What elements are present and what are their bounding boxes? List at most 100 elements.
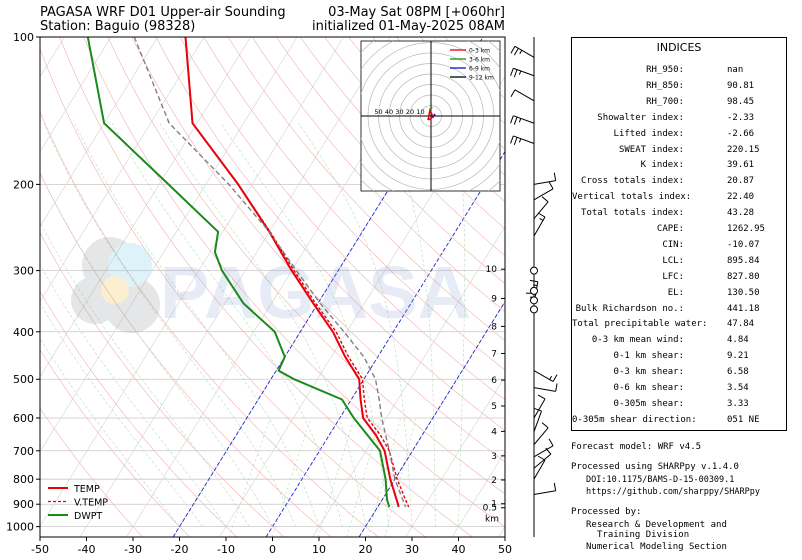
barb-flag [552, 374, 558, 382]
github-link[interactable]: https://github.com/sharppy/SHARPpy [586, 487, 760, 497]
barb-shaft [514, 45, 535, 58]
isotherm-highlight [358, 300, 505, 537]
barb-shaft [533, 410, 542, 432]
barb-flag [529, 279, 538, 283]
p-tick-label: 600 [13, 412, 34, 425]
barb-flag [513, 47, 519, 56]
watermark: PAGASA [71, 237, 471, 334]
isotherm [40, 37, 205, 303]
index-label: 0-305m shear: [613, 398, 684, 409]
mixing-ratio-line [318, 417, 355, 537]
index-value: 1262.95 [727, 224, 765, 234]
km-tick-label: 6 [491, 376, 497, 386]
dry-adiabat [107, 37, 505, 495]
x-tick-label: -10 [217, 543, 235, 556]
index-value: 43.28 [727, 208, 755, 219]
index-value: 39.61 [727, 160, 755, 171]
isotherm [40, 37, 298, 453]
km-tick-label: 8 [491, 322, 497, 332]
x-tick-label: -40 [78, 543, 96, 556]
index-value: -10.07 [727, 239, 760, 250]
org-line1: Research & Development and [586, 520, 727, 530]
p-tick-label: 900 [13, 498, 34, 511]
isotherm [40, 37, 251, 378]
barb-flag [510, 46, 516, 54]
calm-wind-circle [530, 305, 538, 314]
barb-flag [545, 447, 552, 455]
barb-flag [533, 407, 542, 412]
mixing-ratio-line [271, 417, 311, 537]
index-value: 441.18 [727, 303, 760, 314]
init-time-line: initialized 01-May-2025 08AM [311, 19, 505, 34]
km-tick-label: 4 [491, 427, 497, 437]
isotherm [0, 37, 18, 537]
barb-halfflag [549, 375, 553, 380]
dry-adiabat [179, 37, 505, 401]
sounding-title: PAGASA WRF D01 Upper-air Sounding Statio… [40, 6, 286, 34]
barb-halfflag [518, 118, 522, 123]
km-tick-label: 0.5 [483, 504, 497, 514]
index-value: nan [727, 65, 744, 75]
km-tick-label: 10 [486, 265, 498, 275]
series-layer [86, 37, 410, 508]
dry-adiabat [203, 37, 505, 371]
valid-time: 03-May Sat 08PM [+060hr] initialized 01-… [312, 6, 505, 34]
p-tick-label: 100 [13, 31, 34, 44]
index-value: 3.54 [727, 383, 749, 393]
index-label: SWEAT index: [618, 144, 684, 155]
barb-shaft [533, 188, 554, 201]
isotherm [498, 525, 505, 537]
barb-shaft [533, 398, 546, 419]
p-tick-label: 1000 [6, 521, 34, 534]
isotherm [126, 37, 437, 537]
p-tick-label: 300 [13, 265, 34, 278]
index-value: 4.84 [727, 335, 749, 346]
calm-wind-circle [530, 286, 538, 295]
dry-adiabat [40, 349, 190, 537]
barb-shaft [533, 453, 552, 469]
series-parcel [133, 37, 407, 508]
moist-adiabat [384, 123, 436, 527]
series-vtemp [184, 37, 410, 508]
x-tick-label: 30 [405, 543, 419, 556]
axis-layer: -50 -40 -30 -20 -10 0 10 20 30 40 5010020030040050… [6, 31, 512, 556]
legend-label: DWPT [74, 511, 102, 522]
hodograph-trace-36 [429, 106, 433, 111]
index-label: 0-3 km shear: [613, 367, 684, 378]
index-value: -2.66 [727, 128, 755, 139]
dry-adiabat [59, 37, 473, 537]
index-value: 90.81 [727, 80, 755, 91]
moist-adiabat [298, 123, 413, 527]
station-name: Station: Baguio (98328) [40, 19, 196, 34]
dry-adiabat [40, 47, 426, 537]
barb-shaft [533, 216, 546, 237]
hodograph-ring-label: 50 [374, 108, 382, 116]
barb-shaft [533, 459, 546, 480]
index-value: 47.84 [727, 319, 755, 330]
x-tick-label: -30 [124, 543, 142, 556]
calm-wind-circle [530, 296, 538, 305]
barb-flag [548, 181, 554, 190]
barb-halfflag [533, 284, 538, 287]
dry-adiabat [300, 37, 505, 257]
index-label: 0-6 km shear: [613, 383, 684, 393]
dry-adiabat [131, 37, 505, 463]
isotherm [265, 150, 505, 537]
isotherm-highlight [172, 37, 484, 537]
barb-flag [537, 212, 546, 218]
index-value: -2.33 [727, 112, 755, 123]
barb-halfflag [519, 49, 523, 54]
barb-halfflag [539, 217, 544, 221]
barb-halfflag [518, 138, 522, 143]
index-label: K index: [640, 160, 684, 171]
forecast-model: Forecast model: WRF v4.5 [571, 442, 702, 452]
barb-shaft [513, 135, 535, 144]
org-line3: Numerical Modeling Section [586, 542, 727, 552]
x-tick-label: 50 [498, 543, 512, 556]
dry-adiabat [227, 37, 505, 342]
index-label: RH_850: [646, 80, 684, 91]
barb-flag [537, 394, 546, 400]
moist-adiabat [40, 172, 273, 527]
skewt-chart: PAGASA -50 -40 -30 -20 -10 0 10 20 30 40 501002003… [0, 31, 558, 556]
hodograph-trace-69 [432, 113, 436, 118]
